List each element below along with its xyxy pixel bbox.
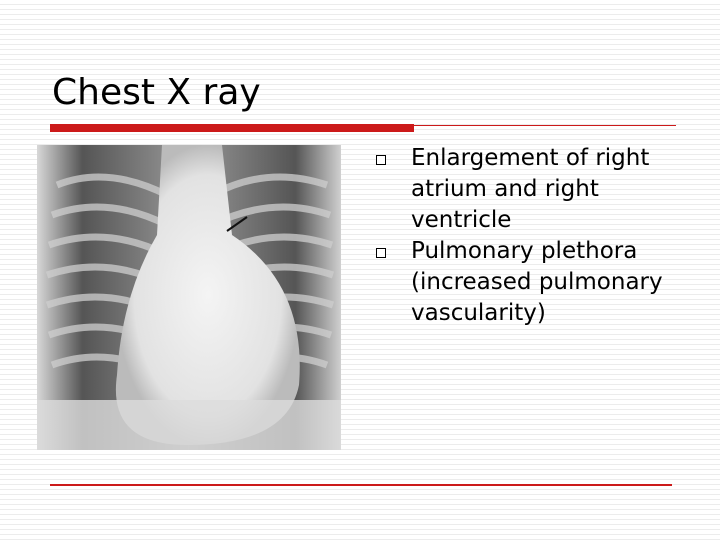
- chest-xray-image: [37, 145, 341, 450]
- footer-rule: [50, 484, 672, 486]
- title-rule: [414, 125, 676, 126]
- slide-title: Chest X ray: [52, 72, 261, 113]
- bullet-list: Enlargement of right atrium and right ve…: [376, 143, 672, 329]
- bullet-item: Pulmonary plethora (increased pulmonary …: [376, 236, 672, 329]
- title-bar: [50, 124, 414, 132]
- bullet-item: Enlargement of right atrium and right ve…: [376, 143, 672, 236]
